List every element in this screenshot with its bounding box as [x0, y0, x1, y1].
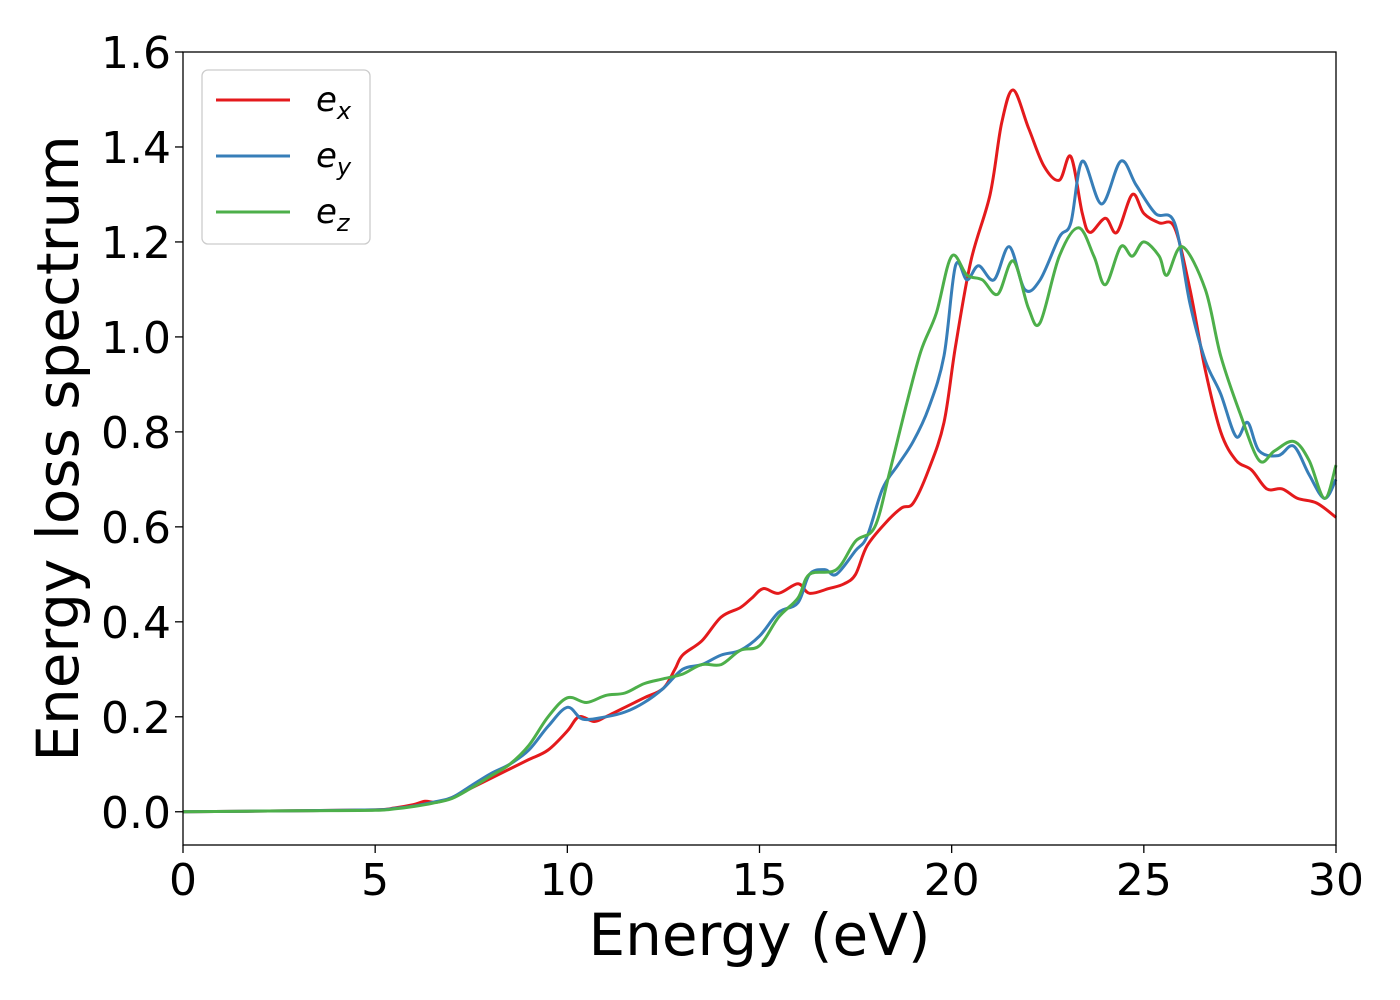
plot-area — [183, 52, 1336, 845]
y-tick-label: 0.8 — [101, 408, 171, 459]
y-tick-label: 0.4 — [101, 598, 171, 649]
y-tick-label: 1.4 — [101, 123, 171, 174]
legend-label-subscript: x — [336, 97, 352, 125]
legend-label-base: e — [316, 192, 337, 232]
legend-label-subscript: y — [336, 153, 352, 181]
x-tick-label: 0 — [169, 855, 197, 906]
x-tick-label: 20 — [924, 855, 980, 906]
legend-label-y: ey — [316, 136, 352, 181]
x-tick-label: 10 — [539, 855, 595, 906]
legend-label-z: ez — [316, 192, 351, 237]
legend-label-subscript: z — [336, 209, 351, 237]
legend-label-x: ex — [316, 80, 352, 125]
x-tick-label: 5 — [361, 855, 389, 906]
series-layer — [182, 88, 1338, 814]
series-line-x — [182, 88, 1337, 814]
y-tick-label: 1.6 — [101, 28, 171, 79]
y-tick-label: 1.0 — [101, 313, 171, 364]
legend-label-base: e — [316, 80, 337, 120]
x-tick-label: 15 — [732, 855, 788, 906]
series-line-y — [182, 159, 1338, 814]
series-line-z — [182, 226, 1338, 814]
x-tick-label: 30 — [1308, 855, 1364, 906]
y-axis-label: Energy loss spectrum — [24, 135, 92, 761]
x-axis: 0 5 10 15 20 25 30 — [169, 845, 1364, 906]
y-tick-label: 0.2 — [101, 693, 171, 744]
y-tick-label: 0.6 — [101, 503, 171, 554]
x-axis-label: Energy (eV) — [588, 901, 930, 969]
legend-label-base: e — [316, 136, 337, 176]
x-tick-label: 25 — [1116, 855, 1172, 906]
y-axis: 0.0 0.2 0.4 0.6 0.8 1.0 1.2 1.4 1.6 — [101, 28, 183, 839]
y-tick-label: 0.0 — [101, 788, 171, 839]
y-tick-label: 1.2 — [101, 218, 171, 269]
